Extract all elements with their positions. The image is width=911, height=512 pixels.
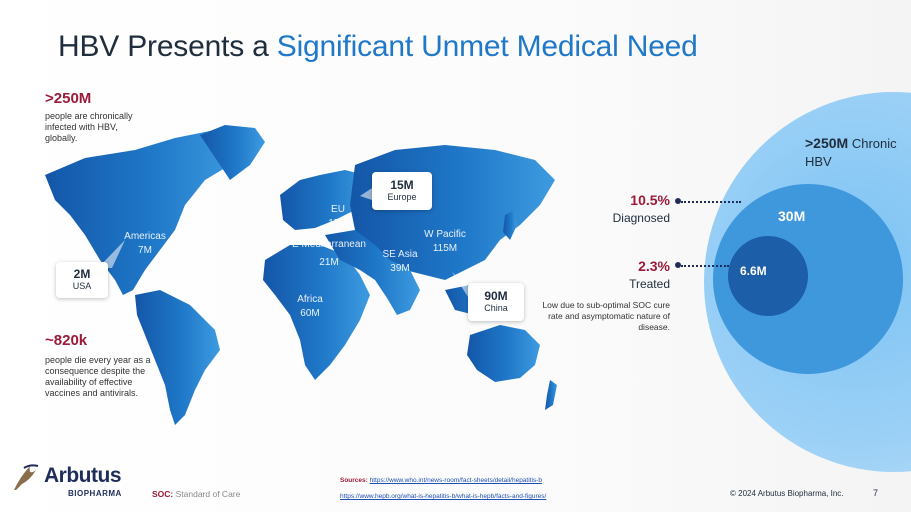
treated-label: Treated xyxy=(629,277,670,291)
chronic-stat-value: >250M xyxy=(45,90,92,107)
title-prefix: HBV Presents a xyxy=(58,30,269,63)
treated-connector xyxy=(681,265,729,267)
source-line-1: Sources: https://www.who.int/news-room/f… xyxy=(340,477,542,484)
soc-text: Standard of Care xyxy=(175,489,241,499)
europe-pointer xyxy=(360,188,372,200)
australia-shape xyxy=(467,325,540,382)
japan-shape xyxy=(503,210,517,240)
new-zealand-shape xyxy=(545,380,557,410)
region-eu: EU 15M xyxy=(318,203,358,231)
greenland-shape xyxy=(200,125,265,180)
callout-china-label: China xyxy=(484,303,508,313)
arbutus-tree-icon xyxy=(14,464,39,490)
source-link-who[interactable]: https://www.who.int/news-room/fact-sheet… xyxy=(369,477,542,484)
region-africa-name: Africa xyxy=(297,294,323,305)
north-america-shape xyxy=(45,130,240,295)
chronic-value: >250M xyxy=(805,135,849,151)
south-america-shape xyxy=(135,290,220,425)
china-pointer xyxy=(452,272,470,300)
callout-china-value: 90M xyxy=(484,289,508,303)
logo-sub: BIOPHARMA xyxy=(68,489,122,498)
callout-china: 90M China xyxy=(468,283,524,321)
callout-usa: 2M USA xyxy=(56,262,108,298)
region-se-asia-name: SE Asia xyxy=(382,249,418,260)
region-se-asia-value: 39M xyxy=(390,263,410,274)
diagnosed-label: Diagnosed xyxy=(612,211,670,225)
world-map xyxy=(45,125,557,425)
usa-pointer xyxy=(98,240,125,268)
copyright: © 2024 Arbutus Biopharma, Inc. xyxy=(730,489,844,498)
region-e-mediterranean-value: 21M xyxy=(319,257,339,268)
source-link-hepb[interactable]: https://www.hepb.org/what-is-hepatitis-b… xyxy=(340,493,547,500)
region-africa: Africa 60M xyxy=(288,293,332,321)
region-e-mediterranean-name: E Mediterranean xyxy=(292,239,366,250)
region-americas-value: 7M xyxy=(138,245,152,256)
middle-east-shape xyxy=(325,230,420,315)
region-e-mediterranean: E Mediterranean 21M xyxy=(283,238,375,270)
diagnosed-connector xyxy=(681,201,741,203)
treated-dot xyxy=(675,262,681,268)
diagnosed-dot xyxy=(675,198,681,204)
chronic-label: >250M Chronic HBV xyxy=(805,134,911,171)
diagnosed-value: 30M xyxy=(778,208,806,224)
region-eu-name: EU xyxy=(331,204,345,215)
callout-europe: 15M Europe xyxy=(372,172,432,210)
slide-title: HBV Presents a Significant Unmet Medical… xyxy=(58,30,698,64)
callout-europe-value: 15M xyxy=(390,178,414,192)
treated-circle xyxy=(728,236,808,316)
region-w-pacific-name: W Pacific xyxy=(424,229,466,240)
treated-note: Low due to sub-optimal SOC cure rate and… xyxy=(542,300,670,332)
callout-usa-value: 2M xyxy=(73,267,91,281)
chronic-text: Chronic HBV xyxy=(805,136,897,169)
region-eu-value: 15M xyxy=(328,218,348,229)
soc-footnote: SOC: Standard of Care xyxy=(152,489,240,499)
page-number: 7 xyxy=(873,488,879,498)
region-americas: Americas 7M xyxy=(115,230,175,258)
deaths-stat-value: ~820k xyxy=(45,332,88,349)
soc-abbr: SOC: xyxy=(152,489,174,499)
treated-value: 6.6M xyxy=(740,264,767,278)
deaths-stat-text: people die every year as a consequence d… xyxy=(45,355,151,398)
arbutus-logo: Arbutus BIOPHARMA xyxy=(10,462,122,498)
chronic-stat-text: people are chronically infected with HBV… xyxy=(45,111,133,143)
treated-pct: 2.3% xyxy=(638,258,670,274)
region-se-asia: SE Asia 39M xyxy=(378,248,422,276)
callout-usa-label: USA xyxy=(72,281,92,291)
africa-shape xyxy=(263,245,370,380)
region-w-pacific: W Pacific 115M xyxy=(418,228,472,256)
region-africa-value: 60M xyxy=(300,308,320,319)
callout-europe-label: Europe xyxy=(387,192,417,202)
region-w-pacific-value: 115M xyxy=(432,243,458,254)
diagnosed-pct: 10.5% xyxy=(630,192,670,208)
title-highlight: Significant Unmet Medical Need xyxy=(276,30,698,63)
europe-shape xyxy=(280,170,370,230)
sources-label: Sources: xyxy=(340,477,368,484)
source-line-2: https://www.hepb.org/what-is-hepatitis-b… xyxy=(340,493,546,500)
region-americas-name: Americas xyxy=(124,231,166,242)
logo-name: Arbutus xyxy=(44,464,122,487)
